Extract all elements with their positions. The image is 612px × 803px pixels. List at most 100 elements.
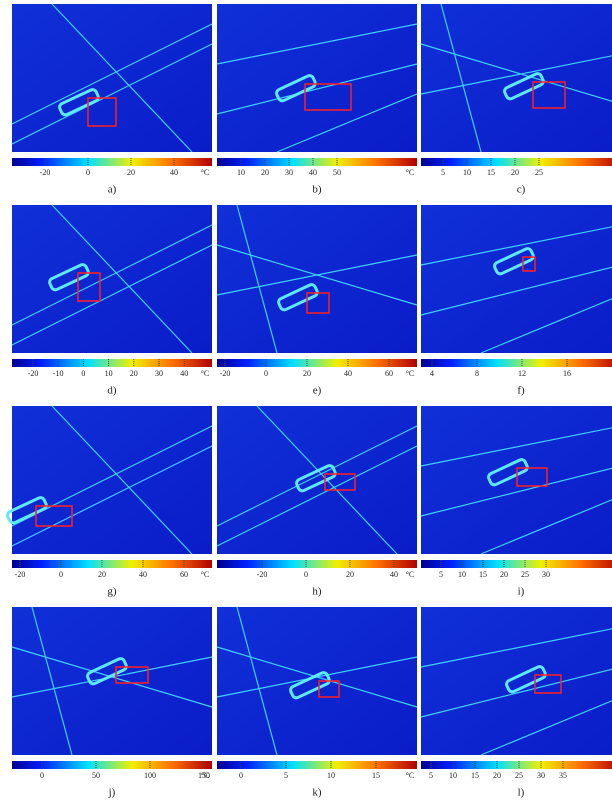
colorbar-tick-label: -20 bbox=[257, 570, 268, 579]
colorbar-unit: °C bbox=[201, 771, 210, 780]
colorbar-tick-label: 10 bbox=[449, 771, 457, 780]
colorbar-tick-label: 20 bbox=[500, 570, 508, 579]
colorbar-tick-label: 15 bbox=[372, 771, 380, 780]
thermal-image bbox=[12, 607, 212, 755]
colorbar-tick-label: 5 bbox=[439, 570, 443, 579]
panel-caption: i) bbox=[518, 586, 525, 598]
colorbar-tick-label: 25 bbox=[521, 570, 529, 579]
colorbar-tick-label: 40 bbox=[139, 570, 147, 579]
colorbar-tick-label: 25 bbox=[535, 168, 543, 177]
colorbar-tick-label: 10 bbox=[237, 168, 245, 177]
colorbar-tick-label: 15 bbox=[487, 168, 495, 177]
colorbar-tick-label: 20 bbox=[493, 771, 501, 780]
colorbar bbox=[421, 560, 612, 568]
panel: -20 0 20 40 60 °C g) bbox=[6, 406, 212, 598]
colorbar-tick-label: 16 bbox=[563, 369, 571, 378]
thermal-image bbox=[217, 607, 417, 755]
colorbar bbox=[12, 158, 212, 166]
colorbar bbox=[12, 359, 212, 367]
colorbar-tick-label: 5 bbox=[284, 771, 288, 780]
colorbar-tick-label: 30 bbox=[285, 168, 293, 177]
colorbar-tick-label: 30 bbox=[537, 771, 545, 780]
colorbar bbox=[217, 158, 417, 166]
panel-caption: l) bbox=[518, 787, 525, 799]
panel-caption: g) bbox=[107, 586, 117, 598]
colorbar-tick-label: 60 bbox=[180, 570, 188, 579]
colorbar-unit: °C bbox=[201, 570, 210, 579]
colorbar-tick-label: 10 bbox=[105, 369, 113, 378]
colorbar-unit: °C bbox=[406, 570, 415, 579]
panel-caption: a) bbox=[108, 184, 117, 196]
colorbar-tick-label: 5 bbox=[441, 168, 445, 177]
colorbar-tick-label: 40 bbox=[390, 570, 398, 579]
panel-caption: f) bbox=[517, 385, 525, 397]
colorbar-tick-label: 10 bbox=[327, 771, 335, 780]
colorbar-tick-label: -20 bbox=[220, 369, 231, 378]
colorbar bbox=[421, 761, 612, 769]
colorbar-tick-label: 10 bbox=[458, 570, 466, 579]
colorbar-tick-label: 20 bbox=[98, 570, 106, 579]
colorbar-tick-label: -10 bbox=[53, 369, 64, 378]
colorbar bbox=[217, 761, 417, 769]
colorbar-tick-label: 30 bbox=[542, 570, 550, 579]
colorbar-tick-label: 100 bbox=[144, 771, 156, 780]
colorbar-tick-label: 35 bbox=[559, 771, 567, 780]
colorbar-tick-label: 4 bbox=[430, 369, 434, 378]
panel: 4 8 12 16 f) bbox=[421, 205, 612, 397]
colorbar-tick-label: 20 bbox=[303, 369, 311, 378]
colorbar-tick-label: 25 bbox=[515, 771, 523, 780]
colorbar-tick-label: -20 bbox=[28, 369, 39, 378]
colorbar-tick-label: 8 bbox=[475, 369, 479, 378]
panel-caption: h) bbox=[312, 586, 322, 598]
thermal-image bbox=[421, 205, 612, 353]
colorbar-tick-label: 0 bbox=[239, 771, 243, 780]
colorbar-tick-label: -20 bbox=[15, 570, 26, 579]
colorbar-tick-label: 20 bbox=[511, 168, 519, 177]
thermal-image bbox=[217, 406, 417, 554]
panel-caption: c) bbox=[517, 184, 526, 196]
colorbar-tick-label: 10 bbox=[463, 168, 471, 177]
colorbar-tick-label: 0 bbox=[81, 369, 85, 378]
thermal-image bbox=[12, 406, 212, 554]
colorbar-unit: °C bbox=[406, 168, 415, 177]
colorbar-tick-label: 30 bbox=[155, 369, 163, 378]
panel-caption: b) bbox=[312, 184, 322, 196]
colorbar-tick-label: 0 bbox=[304, 570, 308, 579]
panel: -2002040°Ca) bbox=[12, 4, 212, 196]
colorbar-unit: °C bbox=[406, 771, 415, 780]
colorbar-tick-label: 40 bbox=[170, 168, 178, 177]
colorbar-tick-label: 15 bbox=[479, 570, 487, 579]
thermal-image bbox=[217, 205, 417, 353]
panel-caption: e) bbox=[313, 385, 322, 397]
panel: 5 10 15 20 25 c) bbox=[421, 4, 612, 196]
thermal-image bbox=[12, 205, 212, 353]
colorbar-unit: °C bbox=[201, 369, 210, 378]
thermal-image bbox=[12, 4, 212, 152]
colorbar-tick-label: 20 bbox=[127, 168, 135, 177]
panel: -200204060°Ce) bbox=[217, 205, 417, 397]
colorbar-tick-label: 40 bbox=[344, 369, 352, 378]
panel-caption: j) bbox=[108, 787, 116, 799]
colorbar-tick-label: 12 bbox=[518, 369, 526, 378]
colorbar bbox=[421, 359, 612, 367]
colorbar-tick-label: 50 bbox=[333, 168, 341, 177]
thermal-image bbox=[421, 607, 612, 755]
colorbar-tick-label: 0 bbox=[59, 570, 63, 579]
colorbar bbox=[217, 560, 417, 568]
colorbar-tick-label: 50 bbox=[92, 771, 100, 780]
page: -2002040°Ca)1020304050°Cb)510152025c)-20… bbox=[0, 0, 612, 803]
colorbar bbox=[217, 359, 417, 367]
colorbar-tick-label: 20 bbox=[130, 369, 138, 378]
figure: -2002040°Ca)1020304050°Cb)510152025c)-20… bbox=[0, 0, 612, 803]
colorbar-tick-label: 40 bbox=[180, 369, 188, 378]
colorbar-tick-label: 0 bbox=[264, 369, 268, 378]
colorbar bbox=[12, 560, 212, 568]
colorbar-tick-label: 15 bbox=[471, 771, 479, 780]
thermal-image bbox=[421, 4, 612, 152]
panel-caption: d) bbox=[107, 385, 117, 397]
colorbar-tick-label: 0 bbox=[40, 771, 44, 780]
colorbar-tick-label: 60 bbox=[385, 369, 393, 378]
panel-caption: k) bbox=[312, 787, 322, 799]
